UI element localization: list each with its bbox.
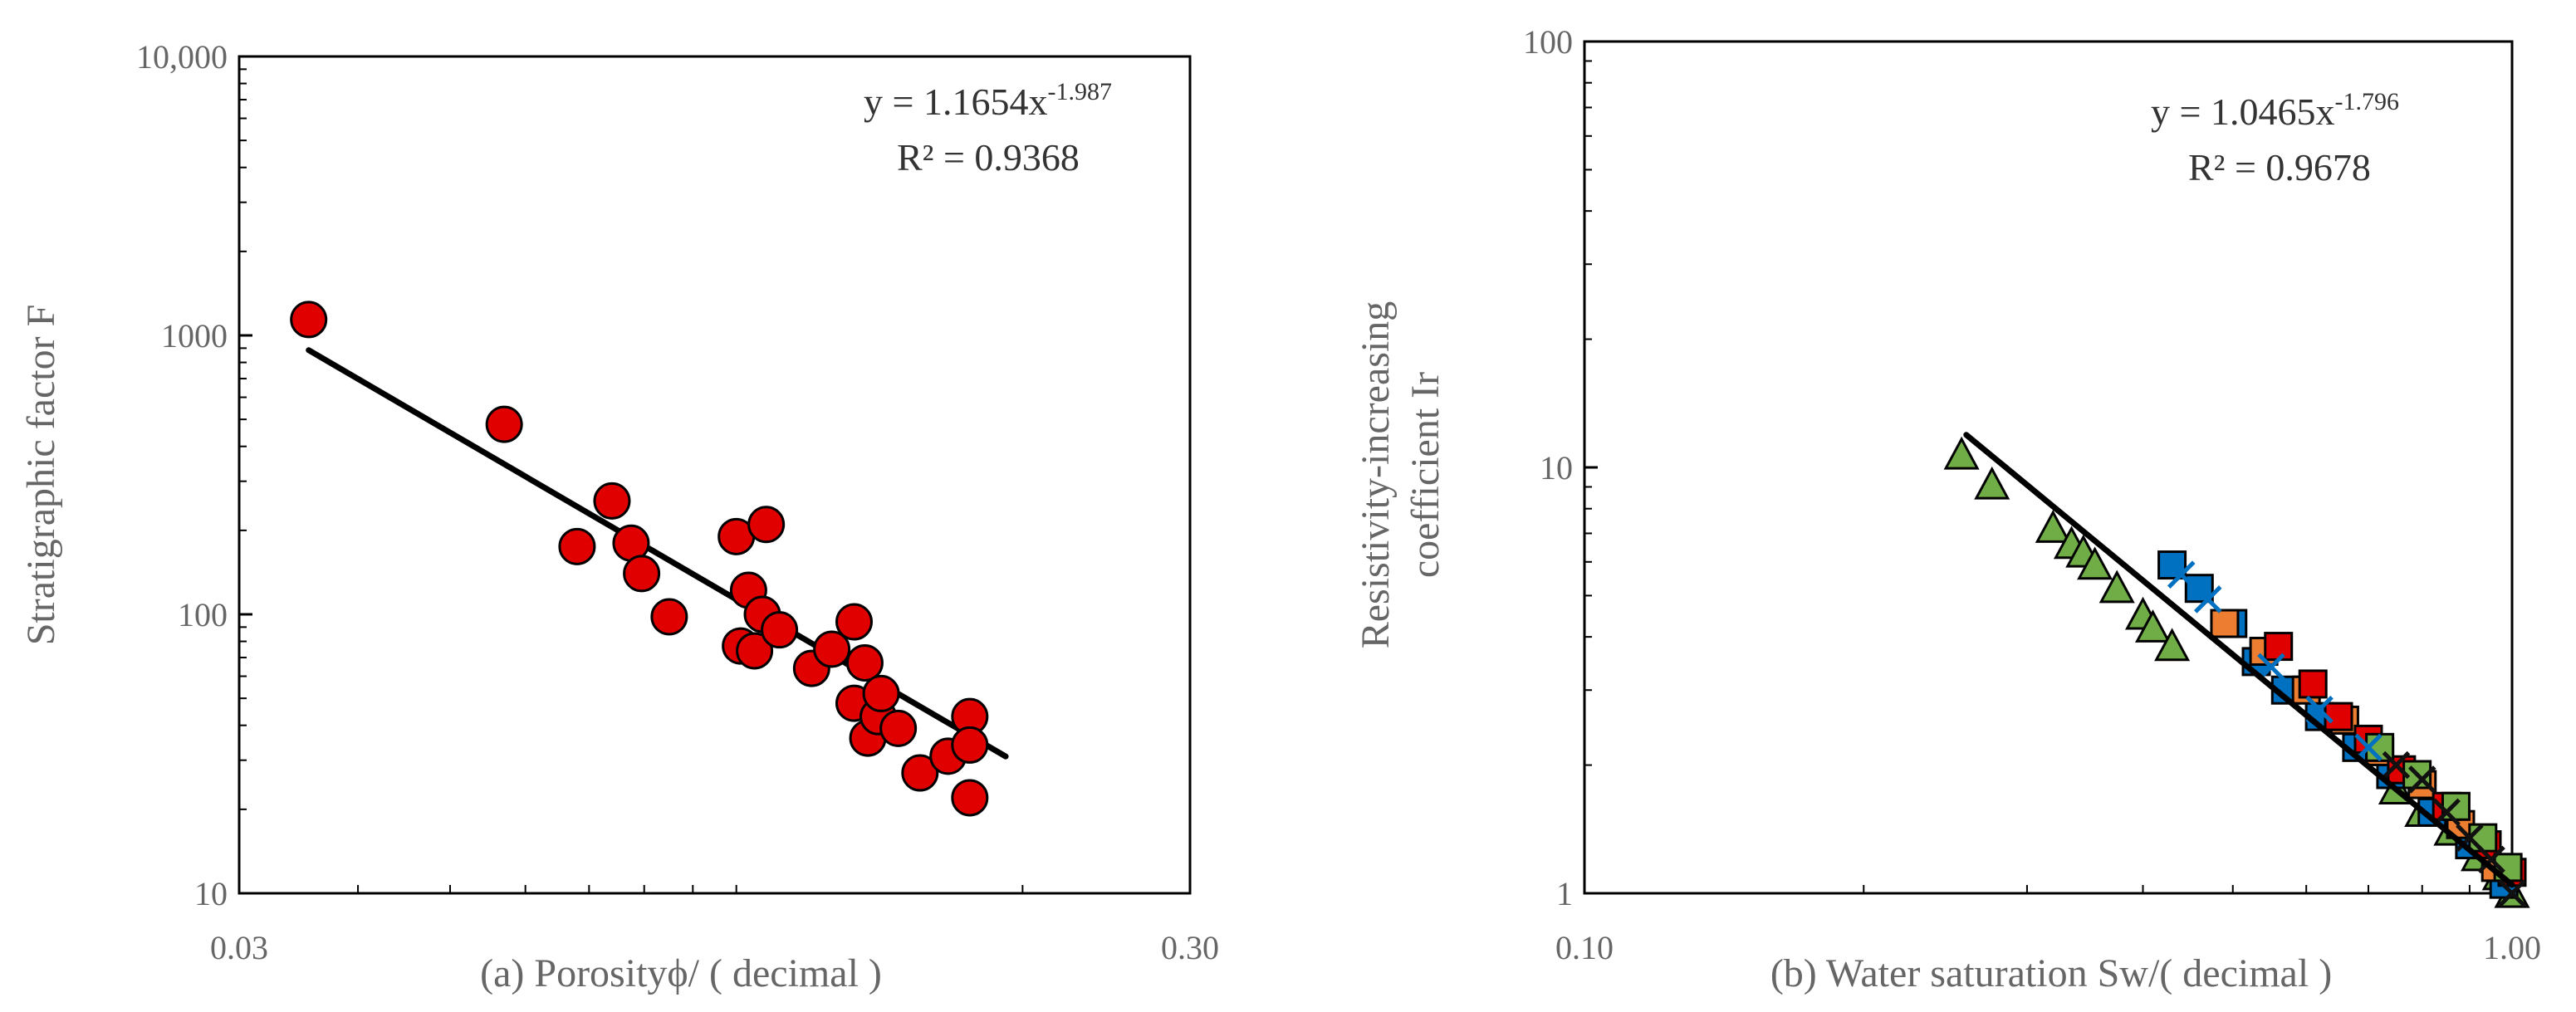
chart-a-point <box>813 630 851 668</box>
chart-b-point <box>2477 845 2505 874</box>
chart-a-point <box>901 754 939 792</box>
chart-b-x-tick-label: 0.10 <box>1555 929 1614 966</box>
chart-b-y-tick-label: 1 <box>1556 875 1573 912</box>
chart-a-equation: y = 1.1654x-1.987 <box>864 78 1112 123</box>
chart-b-x-axis-title: (b) Water saturation Sw/( decimal ) <box>1770 951 2332 995</box>
chart-a-point <box>879 709 918 747</box>
chart-a-points <box>290 301 989 817</box>
chart-a-point <box>558 527 596 565</box>
chart-a-point <box>835 603 874 641</box>
chart-b-point-stroke <box>2354 733 2383 762</box>
chart-a-x-tick-label: 0.30 <box>1161 929 1219 966</box>
chart-b-point <box>2257 653 2285 682</box>
chart-a-point <box>951 779 989 817</box>
chart-a-x-axis-title: (a) Porosityϕ/ ( decimal ) <box>480 951 882 995</box>
chart-b-point-stroke <box>2193 585 2222 614</box>
chart-a-point <box>593 482 631 520</box>
chart-b-point <box>2154 628 2191 662</box>
chart-b-x-tick-label: 1.00 <box>2483 929 2541 966</box>
chart-b-point-stroke <box>2477 845 2505 874</box>
chart-b: 1 10 100 0.10 1.00 (b) Water saturation … <box>1354 23 2541 995</box>
chart-b-r2: R² = 0.9678 <box>2188 146 2371 188</box>
chart-b-equation-exponent: -1.796 <box>2334 88 2399 115</box>
chart-a-point <box>845 643 884 682</box>
chart-b-equation: y = 1.0465x-1.796 <box>2151 88 2399 133</box>
chart-b-point <box>1943 436 1980 470</box>
chart-b-point <box>2441 791 2471 821</box>
chart-a-plot-area <box>238 55 1192 895</box>
chart-a-x-tick-label: 0.03 <box>210 929 268 966</box>
chart-b-fit <box>1963 432 2515 888</box>
chart-b-point-stroke <box>2498 879 2526 907</box>
chart-b-point-stroke <box>2382 750 2411 780</box>
chart-b-point <box>1974 466 2010 500</box>
chart-a-point <box>290 301 328 339</box>
chart-a: 10 100 1000 10,000 0.03 0.30 (a) Porosit… <box>19 38 1219 995</box>
chart-b-point <box>2468 823 2498 853</box>
chart-a-y-tick-label: 100 <box>178 596 228 633</box>
chart-b-point-stroke <box>2257 653 2285 682</box>
chart-b-y-tick-label: 100 <box>1523 23 1573 61</box>
chart-b-y-axis-title-line-2: coefficient Ir <box>1403 372 1447 578</box>
chart-a-point <box>623 555 661 593</box>
chart-a-point <box>736 632 774 670</box>
chart-a-point <box>485 405 523 443</box>
chart-a-y-tick-label: 10,000 <box>136 38 228 76</box>
chart-a-point <box>862 674 900 712</box>
chart-a-point <box>951 726 989 764</box>
chart-b-point <box>2264 632 2294 662</box>
chart-b-point <box>2382 750 2411 780</box>
chart-b-point <box>2099 570 2135 604</box>
chart-b-point <box>2077 546 2113 580</box>
chart-b-trendline <box>1963 432 2515 888</box>
chart-a-point <box>747 506 786 544</box>
chart-b-y-axis-title-line-1: Resistivity-increasing <box>1354 301 1398 649</box>
chart-a-point <box>761 611 799 649</box>
chart-a-equation-base: y = 1.1654x <box>864 81 1047 123</box>
chart-b-point <box>2035 510 2071 543</box>
chart-b-point <box>2354 733 2383 762</box>
chart-b-equation-base: y = 1.0465x <box>2151 90 2334 133</box>
chart-b-point <box>2407 765 2436 794</box>
chart-a-y-axis-title: Stratigraphic factor F <box>19 305 63 646</box>
chart-a-ticks <box>239 55 1024 895</box>
chart-b-point <box>2298 669 2328 699</box>
chart-a-y-tick-label: 1000 <box>161 317 228 354</box>
chart-b-point <box>2498 879 2526 907</box>
chart-b-point <box>2193 585 2222 614</box>
chart-a-y-tick-label: 10 <box>194 875 228 912</box>
chart-b-point-stroke <box>2167 560 2196 589</box>
chart-a-r2: R² = 0.9368 <box>897 136 1080 178</box>
chart-b-point-stroke <box>2407 765 2436 794</box>
chart-a-point <box>650 598 688 636</box>
chart-b-y-tick-label: 10 <box>1540 449 1573 486</box>
chart-b-ticks <box>1584 40 2471 895</box>
chart-b-point <box>2210 609 2240 638</box>
chart-b-point <box>2167 560 2196 589</box>
chart-a-equation-exponent: -1.987 <box>1047 78 1112 105</box>
chart-b-point <box>2134 609 2171 643</box>
